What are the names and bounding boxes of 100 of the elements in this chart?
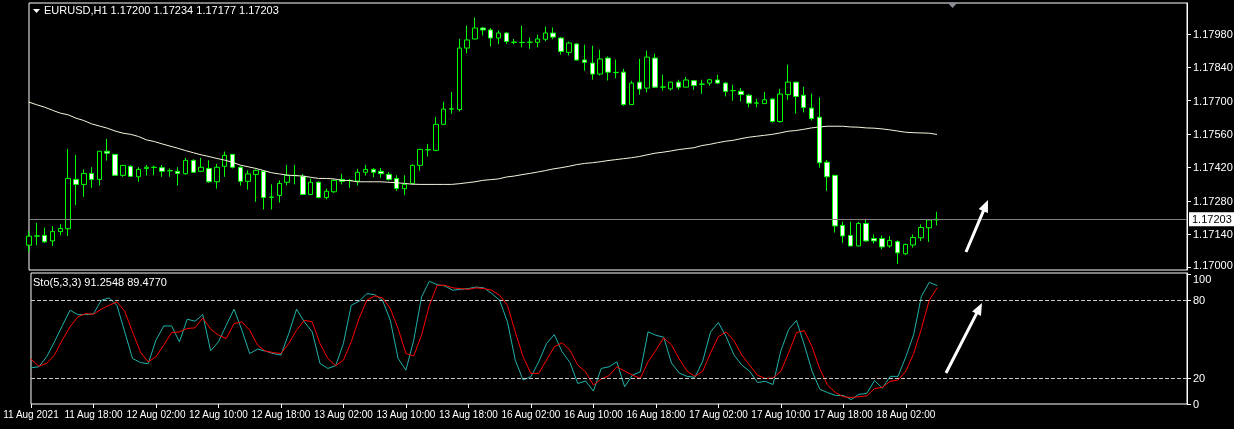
candlestick: [824, 159, 830, 192]
x-tick-label: 17 Aug 02:00: [688, 408, 749, 420]
candlestick: [496, 29, 501, 45]
candlestick: [441, 101, 446, 126]
candlestick: [558, 36, 564, 56]
candlestick: [402, 174, 407, 196]
candlestick: [136, 166, 141, 183]
candlestick: [355, 168, 360, 187]
candlestick: [58, 223, 63, 236]
candlestick: [832, 174, 838, 234]
candlestick: [504, 31, 509, 45]
x-tick-label: 17 Aug 10:00: [751, 408, 811, 420]
candlestick: [817, 96, 822, 169]
candlestick: [464, 25, 470, 54]
candlestick: [371, 167, 376, 178]
y-tick-label: 80: [1193, 294, 1206, 307]
x-tick-label: 12 Aug 18:00: [251, 408, 311, 420]
line-series: [28, 101, 938, 185]
y-tick-label: 1.17980: [1193, 27, 1233, 40]
candlestick: [543, 26, 548, 42]
candlestick: [652, 53, 658, 89]
candlestick: [597, 49, 603, 76]
ref-line-label: 1.17203: [1192, 213, 1232, 226]
candlestick: [417, 148, 423, 172]
candlestick: [550, 27, 556, 40]
candlestick: [89, 166, 94, 189]
candlestick: [159, 164, 165, 178]
candlestick: [879, 234, 885, 250]
candlestick: [394, 174, 399, 192]
candlestick: [738, 87, 744, 102]
candlestick: [644, 50, 650, 93]
candlestick: [777, 88, 783, 124]
chart-title: Sto(5,3,3) 91.2548 89.4770: [33, 275, 167, 288]
candlestick: [511, 38, 517, 45]
candlestick: [97, 150, 102, 187]
candlestick: [269, 183, 274, 210]
candlestick: [34, 222, 40, 246]
x-tick-label: 12 Aug 02:00: [126, 408, 186, 420]
candlestick: [863, 219, 869, 243]
y-tick-label: 1.17000: [1193, 259, 1233, 271]
candlestick: [676, 79, 681, 91]
candlestick: [183, 157, 188, 176]
candlestick: [535, 34, 540, 48]
x-tick-label: 11 Aug 2021: [3, 408, 60, 420]
x-tick-label: 16 Aug 02:00: [501, 408, 561, 420]
candlestick: [331, 178, 337, 194]
candlestick: [668, 81, 673, 91]
candlestick: [144, 164, 149, 177]
candlestick: [457, 38, 462, 112]
candlestick: [378, 167, 384, 179]
candlestick: [895, 239, 900, 265]
candlestick: [856, 221, 861, 247]
candlestick: [488, 27, 493, 47]
candlestick: [112, 153, 118, 176]
candlestick: [793, 81, 799, 115]
candlestick: [104, 138, 110, 162]
candlestick: [621, 68, 626, 107]
candlestick: [308, 177, 313, 196]
x-tick-label: 11 Aug 18:00: [64, 408, 124, 420]
candlestick: [42, 227, 47, 244]
candlestick: [277, 179, 282, 204]
candlestick: [809, 93, 814, 122]
candlestick: [699, 79, 705, 95]
candlestick: [926, 219, 932, 243]
candlestick: [871, 233, 877, 245]
candlestick: [300, 173, 306, 196]
candlestick: [363, 164, 368, 177]
candlestick: [903, 243, 908, 256]
candlestick: [238, 165, 243, 187]
y-tick-label: 1.17840: [1193, 61, 1233, 74]
candlestick: [175, 166, 180, 187]
candlestick: [449, 91, 454, 115]
x-tick-label: 13 Aug 10:00: [376, 408, 436, 420]
candlestick: [26, 230, 32, 253]
candlestick: [683, 76, 689, 88]
candlestick: [707, 78, 712, 87]
x-tick-label: 12 Aug 10:00: [188, 408, 249, 420]
candlestick: [730, 84, 736, 102]
candlestick: [167, 167, 173, 178]
candlestick: [324, 187, 329, 200]
candlestick: [918, 223, 924, 242]
chart-title: EURUSD,H1 1.17200 1.17234 1.17177 1.17203: [44, 3, 279, 16]
candlestick: [191, 158, 196, 174]
candlestick: [691, 79, 697, 91]
x-tick-label: 13 Aug 02:00: [313, 408, 374, 420]
y-tick-label: 1.17140: [1193, 228, 1233, 241]
candlestick: [770, 97, 775, 124]
candlestick: [746, 93, 752, 108]
candlestick: [245, 169, 251, 191]
candlestick: [253, 168, 259, 203]
candlestick: [472, 17, 478, 40]
candlestick: [574, 42, 579, 62]
candlestick: [50, 225, 55, 247]
x-tick-label: 16 Aug 18:00: [626, 408, 686, 420]
candlestick: [206, 159, 212, 184]
candlestick: [848, 221, 853, 247]
candlestick: [120, 164, 126, 178]
candlestick: [433, 116, 439, 152]
x-tick-label: 13 Aug 18:00: [438, 408, 499, 420]
candlestick: [261, 169, 266, 210]
